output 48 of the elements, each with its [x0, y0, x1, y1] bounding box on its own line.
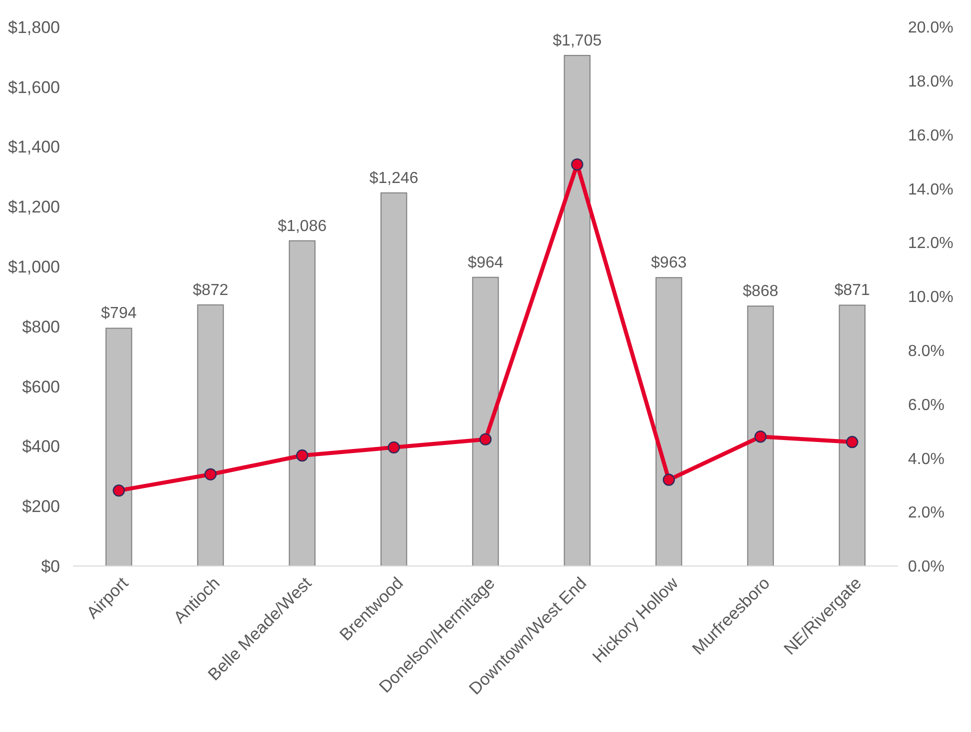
y-tick-label: $800 — [22, 317, 60, 336]
y-tick-label: $0 — [41, 556, 60, 576]
bar — [288, 240, 316, 566]
data-label: $871 — [834, 282, 870, 300]
bar — [564, 54, 590, 566]
y2-tick-label: 8.0% — [908, 343, 944, 360]
data-label: $1,246 — [369, 170, 418, 187]
data-label: $794 — [101, 305, 137, 322]
bar — [747, 306, 774, 566]
y-tick-label: $1,600 — [8, 78, 60, 97]
y-tick-label: $200 — [22, 497, 60, 516]
y2-tick-label: 18.0% — [908, 74, 954, 90]
y-tick-label: $1,800 — [8, 18, 60, 37]
y2-tick-label: 10.0% — [908, 289, 954, 306]
bar — [656, 277, 682, 566]
point — [754, 430, 767, 443]
y2-tick-label: 14.0% — [908, 181, 954, 198]
point — [479, 433, 492, 446]
point — [662, 474, 675, 486]
y-tick-label: $1,000 — [8, 258, 60, 277]
y2-tick-label: 16.0% — [908, 127, 954, 144]
y2-tick-label: 20.0% — [908, 20, 954, 37]
bar — [380, 192, 408, 566]
data-label: $964 — [468, 254, 504, 272]
data-label: $1,086 — [278, 218, 327, 235]
point — [112, 484, 125, 497]
y-tick-label: $400 — [22, 437, 60, 456]
bar — [472, 276, 499, 566]
point — [296, 449, 308, 462]
y2-tick-label: 0.0% — [908, 558, 944, 576]
y2-tick-label: 2.0% — [908, 504, 944, 522]
point — [846, 436, 858, 448]
data-label: $868 — [742, 283, 778, 300]
point — [204, 468, 217, 480]
bar — [197, 304, 224, 566]
point — [388, 441, 400, 454]
y-tick-label: $1,400 — [8, 138, 60, 157]
data-label: $963 — [651, 254, 687, 272]
data-label: $1,705 — [552, 32, 602, 50]
data-label: $872 — [192, 282, 228, 299]
y2-tick-label: 4.0% — [908, 450, 944, 468]
y-tick-label: $600 — [22, 377, 60, 396]
bar — [106, 328, 132, 566]
y-tick-label: $1,200 — [8, 198, 60, 217]
y2-tick-label: 12.0% — [908, 235, 954, 252]
y2-tick-label: 6.0% — [908, 396, 944, 414]
point — [571, 158, 584, 171]
bar — [838, 304, 866, 566]
